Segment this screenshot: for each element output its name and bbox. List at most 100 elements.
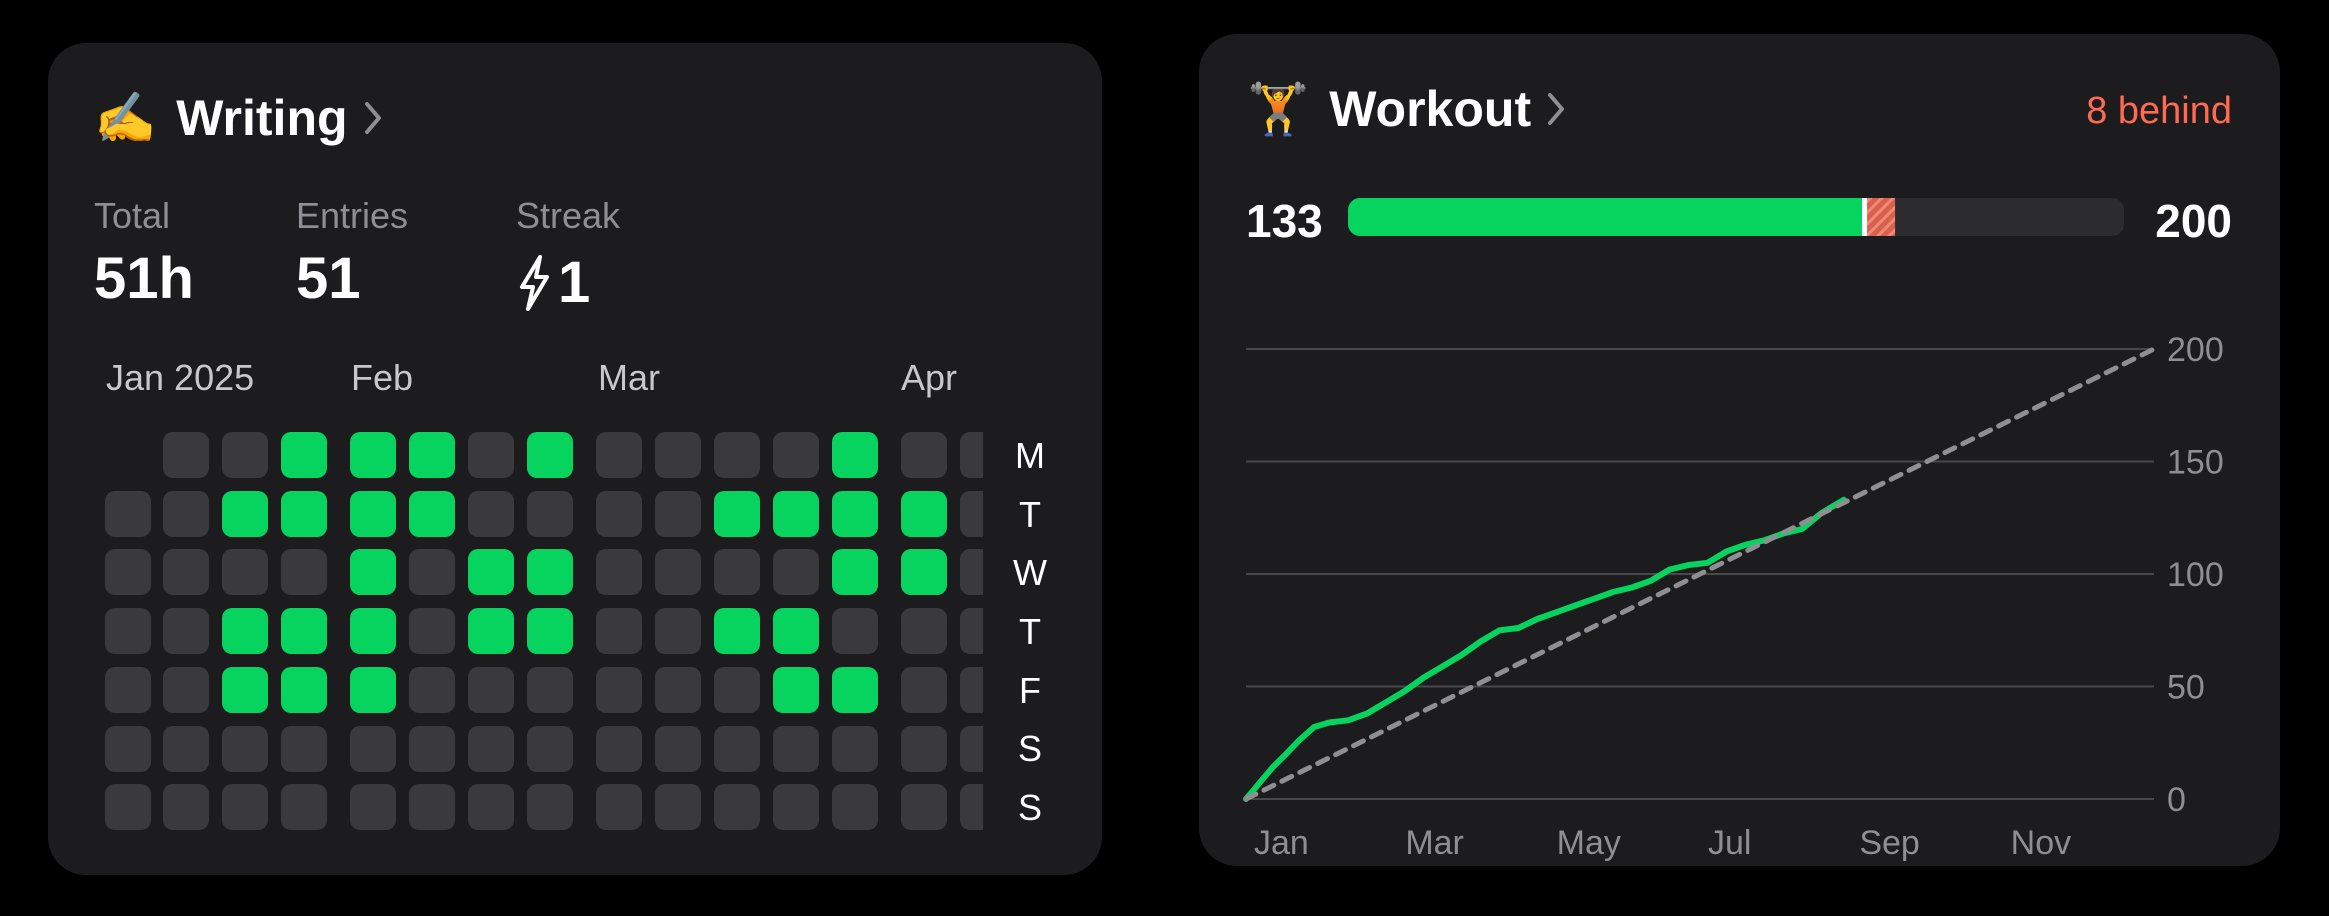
heatmap-cell[interactable] <box>714 726 760 772</box>
heatmap-cell-active[interactable] <box>832 432 878 478</box>
heatmap-cell-active[interactable] <box>773 667 819 713</box>
heatmap-cell[interactable] <box>655 726 701 772</box>
heatmap-cell-active[interactable] <box>832 491 878 537</box>
heatmap-cell[interactable] <box>468 784 514 830</box>
heatmap-cell[interactable] <box>105 608 151 654</box>
heatmap-cell-active[interactable] <box>901 491 947 537</box>
heatmap-cell[interactable] <box>163 608 209 654</box>
heatmap-cell[interactable] <box>163 549 209 595</box>
heatmap-cell[interactable] <box>773 549 819 595</box>
heatmap-cell-active[interactable] <box>350 549 396 595</box>
writing-header[interactable]: ✍️ Writing <box>94 89 384 147</box>
heatmap-cell-active[interactable] <box>773 608 819 654</box>
heatmap-cell[interactable] <box>105 491 151 537</box>
heatmap-cell[interactable] <box>714 784 760 830</box>
heatmap-cell[interactable] <box>468 491 514 537</box>
heatmap-cell[interactable] <box>714 432 760 478</box>
heatmap-cell[interactable] <box>773 784 819 830</box>
heatmap-cell-active[interactable] <box>281 491 327 537</box>
heatmap-cell[interactable] <box>655 667 701 713</box>
heatmap-cell-active[interactable] <box>222 491 268 537</box>
heatmap-cell[interactable] <box>596 432 642 478</box>
heatmap-cell[interactable] <box>655 784 701 830</box>
heatmap-cell-active[interactable] <box>714 608 760 654</box>
heatmap-cell-active[interactable] <box>832 667 878 713</box>
heatmap-cell-active[interactable] <box>468 549 514 595</box>
heatmap-cell[interactable] <box>163 726 209 772</box>
heatmap-cell[interactable] <box>527 784 573 830</box>
heatmap-cell[interactable] <box>773 726 819 772</box>
heatmap-cell-active[interactable] <box>832 549 878 595</box>
heatmap-cell[interactable] <box>655 432 701 478</box>
heatmap-cell[interactable] <box>163 432 209 478</box>
heatmap-cell[interactable] <box>105 667 151 713</box>
heatmap-cell-active[interactable] <box>350 608 396 654</box>
heatmap-cell[interactable] <box>655 549 701 595</box>
heatmap-cell[interactable] <box>409 726 455 772</box>
heatmap-cell[interactable] <box>714 667 760 713</box>
heatmap-cell[interactable] <box>281 726 327 772</box>
heatmap-cell[interactable] <box>960 491 983 537</box>
heatmap-cell[interactable] <box>596 549 642 595</box>
heatmap-cell-active[interactable] <box>468 608 514 654</box>
heatmap-cell[interactable] <box>222 784 268 830</box>
heatmap-cell[interactable] <box>222 726 268 772</box>
heatmap-cell-active[interactable] <box>281 667 327 713</box>
heatmap-cell[interactable] <box>960 549 983 595</box>
heatmap-cell[interactable] <box>281 784 327 830</box>
heatmap-cell[interactable] <box>222 549 268 595</box>
heatmap-cell[interactable] <box>960 784 983 830</box>
heatmap-cell[interactable] <box>901 784 947 830</box>
heatmap-cell[interactable] <box>655 491 701 537</box>
heatmap-cell[interactable] <box>901 667 947 713</box>
heatmap-cell[interactable] <box>163 667 209 713</box>
heatmap-cell-active[interactable] <box>281 608 327 654</box>
heatmap-cell[interactable] <box>281 549 327 595</box>
heatmap-cell-active[interactable] <box>350 432 396 478</box>
heatmap-cell[interactable] <box>960 608 983 654</box>
heatmap-cell[interactable] <box>409 549 455 595</box>
heatmap-cell-active[interactable] <box>350 491 396 537</box>
heatmap-cell[interactable] <box>409 608 455 654</box>
heatmap-cell[interactable] <box>832 608 878 654</box>
heatmap-cell-active[interactable] <box>527 432 573 478</box>
heatmap-cell-active[interactable] <box>281 432 327 478</box>
heatmap-cell[interactable] <box>901 608 947 654</box>
heatmap-cell-active[interactable] <box>409 432 455 478</box>
heatmap-cell-active[interactable] <box>409 491 455 537</box>
heatmap-cell[interactable] <box>105 784 151 830</box>
heatmap-cell[interactable] <box>960 726 983 772</box>
workout-header[interactable]: 🏋️ Workout <box>1247 80 1567 138</box>
heatmap-cell[interactable] <box>596 667 642 713</box>
heatmap-cell[interactable] <box>409 667 455 713</box>
heatmap-cell[interactable] <box>596 491 642 537</box>
heatmap-cell[interactable] <box>527 667 573 713</box>
heatmap-cell[interactable] <box>527 726 573 772</box>
heatmap-cell[interactable] <box>960 667 983 713</box>
heatmap-cell-active[interactable] <box>527 549 573 595</box>
heatmap-cell[interactable] <box>596 784 642 830</box>
heatmap-cell[interactable] <box>655 608 701 654</box>
heatmap-cell[interactable] <box>222 432 268 478</box>
heatmap-cell[interactable] <box>596 608 642 654</box>
heatmap-cell[interactable] <box>468 726 514 772</box>
heatmap-cell[interactable] <box>901 726 947 772</box>
heatmap-cell[interactable] <box>596 726 642 772</box>
heatmap-cell[interactable] <box>350 784 396 830</box>
heatmap-cell-active[interactable] <box>350 667 396 713</box>
heatmap-cell-active[interactable] <box>714 491 760 537</box>
heatmap-cell-active[interactable] <box>901 549 947 595</box>
heatmap-cell[interactable] <box>163 491 209 537</box>
heatmap-cell[interactable] <box>960 432 983 478</box>
heatmap-cell-active[interactable] <box>773 491 819 537</box>
heatmap-cell[interactable] <box>832 784 878 830</box>
heatmap-cell-active[interactable] <box>222 608 268 654</box>
heatmap-cell[interactable] <box>409 784 455 830</box>
heatmap-cell[interactable] <box>773 432 819 478</box>
heatmap-cell[interactable] <box>105 549 151 595</box>
heatmap-cell-active[interactable] <box>222 667 268 713</box>
heatmap-cell[interactable] <box>350 726 396 772</box>
heatmap-cell[interactable] <box>832 726 878 772</box>
heatmap-cell[interactable] <box>468 432 514 478</box>
heatmap-cell-active[interactable] <box>527 608 573 654</box>
